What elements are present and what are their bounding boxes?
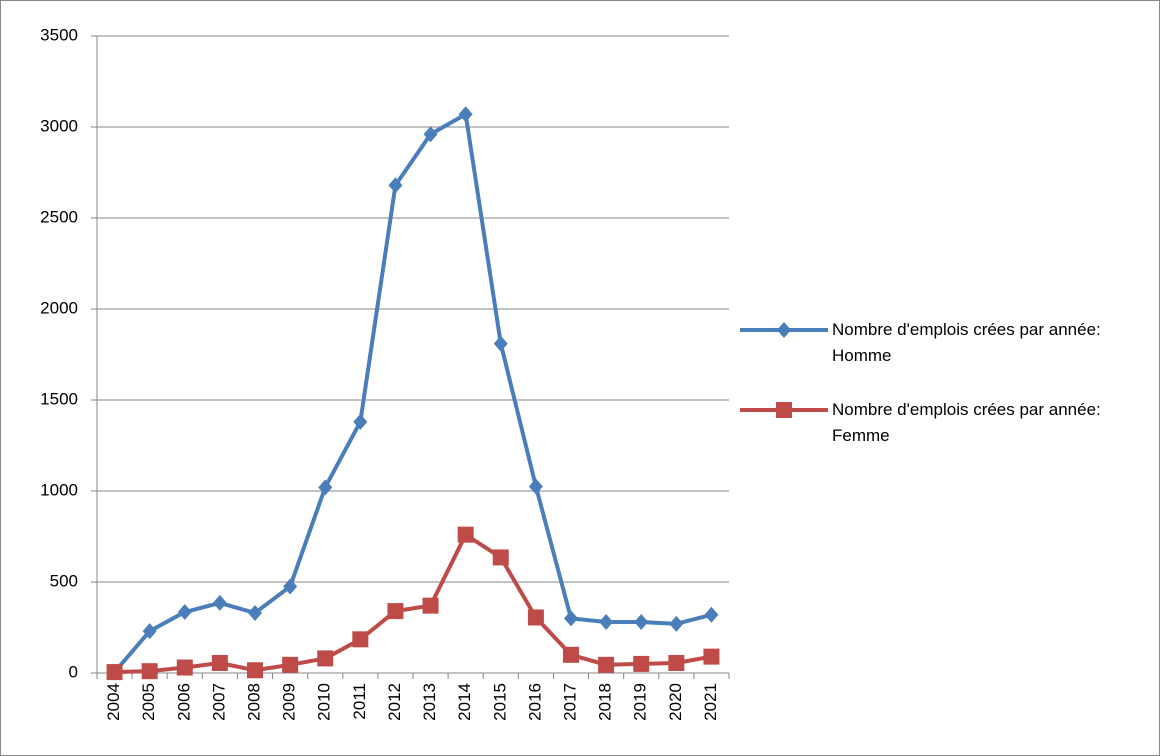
x-tick-label: 2012: [385, 683, 404, 721]
x-tick-label: 2011: [350, 683, 369, 720]
marker: [668, 654, 685, 671]
y-tick-label: 1000: [40, 480, 78, 499]
marker: [141, 663, 158, 680]
marker: [563, 646, 579, 663]
x-tick-label: 2016: [525, 683, 544, 721]
x-tick-label: 2006: [174, 683, 193, 721]
marker: [492, 549, 509, 566]
marker: [669, 615, 684, 632]
marker: [423, 126, 438, 143]
marker: [458, 106, 473, 123]
x-tick-label: 2009: [280, 683, 299, 721]
marker: [633, 655, 650, 672]
marker: [318, 479, 333, 496]
marker: [211, 654, 228, 671]
marker: [493, 335, 508, 352]
x-tick-label: 2008: [244, 683, 263, 721]
marker: [776, 402, 792, 418]
y-tick-label: 0: [69, 662, 78, 681]
marker: [247, 662, 263, 679]
x-tick-label: 2020: [666, 683, 685, 721]
marker: [457, 526, 474, 543]
x-tick-label: 2007: [209, 683, 228, 721]
marker: [142, 623, 157, 640]
y-tick-label: 3000: [40, 116, 78, 135]
marker: [599, 614, 614, 631]
y-tick-label: 500: [50, 571, 78, 590]
marker: [634, 614, 649, 631]
marker: [282, 656, 299, 673]
marker: [106, 664, 123, 681]
x-tick-label: 2018: [596, 683, 615, 721]
marker: [248, 604, 262, 621]
x-tick-label: 2015: [490, 683, 509, 721]
x-tick-label: 2004: [104, 683, 123, 721]
marker: [212, 594, 227, 611]
legend-label: Nombre d'emplois crées par année: Femme: [832, 400, 1101, 445]
marker: [598, 656, 615, 673]
legend-label: Nombre d'emplois crées par année: Homme: [832, 320, 1101, 365]
marker: [176, 659, 193, 676]
marker: [703, 648, 720, 665]
x-tick-label: 2014: [455, 683, 474, 721]
x-tick-label: 2019: [631, 683, 650, 721]
marker: [528, 478, 543, 495]
marker: [177, 604, 192, 621]
marker: [422, 597, 439, 614]
x-tick-label: 2017: [560, 683, 579, 721]
marker: [353, 413, 368, 430]
marker: [283, 578, 298, 595]
y-tick-label: 2000: [40, 298, 78, 317]
x-tick-label: 2010: [315, 683, 334, 721]
y-tick-label: 1500: [40, 389, 78, 408]
x-tick-label: 2013: [420, 683, 439, 721]
y-tick-label: 3500: [40, 25, 78, 44]
marker: [388, 177, 403, 194]
marker: [387, 603, 404, 620]
marker: [527, 609, 544, 626]
marker: [777, 322, 791, 338]
marker: [704, 606, 719, 623]
x-tick-label: 2021: [701, 683, 720, 721]
marker: [317, 650, 334, 667]
marker: [352, 631, 369, 648]
x-tick-label: 2005: [139, 683, 158, 721]
marker: [564, 610, 578, 627]
y-tick-label: 2500: [40, 207, 78, 226]
